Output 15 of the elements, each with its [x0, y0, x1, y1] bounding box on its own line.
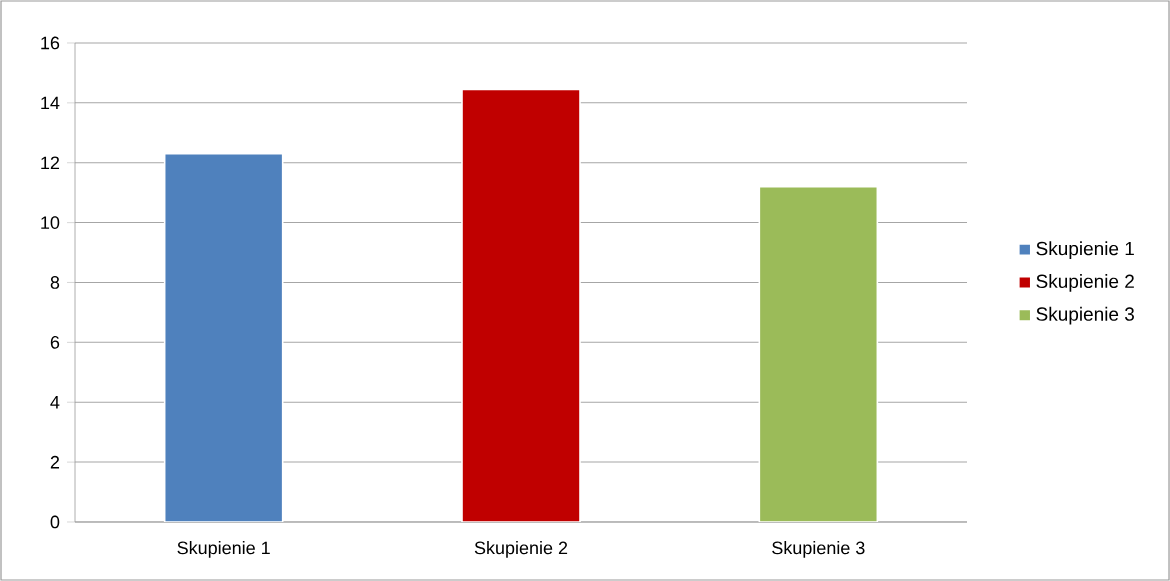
y-tick-label: 10	[41, 216, 60, 229]
x-tick-label: Skupienie 3	[772, 541, 865, 558]
x-tick-label: Skupienie 2	[474, 541, 568, 558]
y-tick-label: 12	[41, 156, 60, 170]
x-tick-label: Skupienie 1	[177, 541, 270, 558]
y-tick-label: 8	[50, 276, 60, 289]
y-tick-label: 2	[50, 455, 60, 469]
legend-label: Skupienie 2	[1036, 274, 1134, 292]
y-tick-label: 6	[50, 335, 60, 349]
y-tick-label: 4	[50, 396, 60, 409]
y-tick-label: 16	[41, 36, 60, 50]
y-tick-label: 0	[50, 515, 60, 529]
y-tick-label: 14	[41, 96, 60, 110]
legend-label: Skupienie 1	[1036, 241, 1134, 260]
legend-label: Skupienie 3	[1036, 306, 1134, 325]
